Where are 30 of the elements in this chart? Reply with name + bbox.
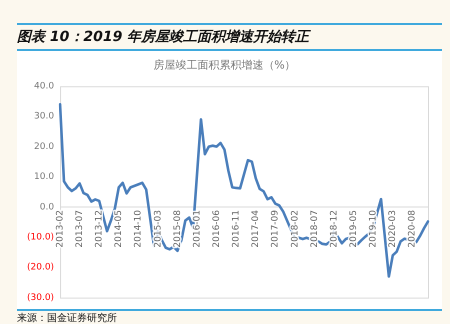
source-note: 来源：国金证券研究所 bbox=[17, 312, 117, 324]
x-tick-label: 2013-12 bbox=[94, 210, 105, 248]
y-tick-label: 30.0 bbox=[34, 112, 54, 122]
y-tick-label: 10.0 bbox=[34, 172, 54, 182]
x-tick-label: 2018-12 bbox=[329, 210, 340, 248]
x-tick-label: 2015-08 bbox=[172, 210, 183, 248]
x-tick-label: 2018-07 bbox=[310, 210, 320, 248]
x-tick-label: 2016-01 bbox=[192, 210, 202, 248]
y-tick-label: 0.0 bbox=[40, 202, 54, 212]
x-tick-label: 2018-02 bbox=[290, 210, 300, 248]
x-tick-label: 2013-07 bbox=[74, 210, 85, 248]
x-tick-label: 2019-05 bbox=[348, 210, 359, 248]
x-tick-label: 2017-04 bbox=[251, 210, 262, 248]
y-tick-label: (20.0) bbox=[27, 262, 54, 273]
chart-subtitle: 房屋竣工面积累积增速（%） bbox=[153, 58, 296, 72]
x-tick-label: 2015-03 bbox=[153, 210, 164, 248]
x-tick-label: 2013-02 bbox=[55, 210, 66, 248]
x-tick-label: 2020-08 bbox=[408, 210, 418, 248]
y-tick-label: (30.0) bbox=[27, 292, 54, 303]
x-tick-label: 2014-05 bbox=[114, 210, 124, 248]
y-tick-label: 40.0 bbox=[34, 82, 54, 92]
x-tick-label: 2019-10 bbox=[368, 210, 379, 248]
x-tick-label: 2020-03 bbox=[388, 210, 398, 248]
x-tick-label: 2016-06 bbox=[212, 210, 222, 248]
y-tick-label: (10.0) bbox=[27, 232, 54, 243]
chart-title: 图表 10：2019 年房屋竣工面积增速开始转正 bbox=[17, 23, 442, 51]
x-tick-label: 2016-11 bbox=[232, 210, 242, 248]
x-tick-label: 2014-10 bbox=[134, 210, 144, 248]
x-tick-label: 2017-09 bbox=[270, 210, 281, 248]
y-tick-label: 20.0 bbox=[34, 142, 54, 152]
